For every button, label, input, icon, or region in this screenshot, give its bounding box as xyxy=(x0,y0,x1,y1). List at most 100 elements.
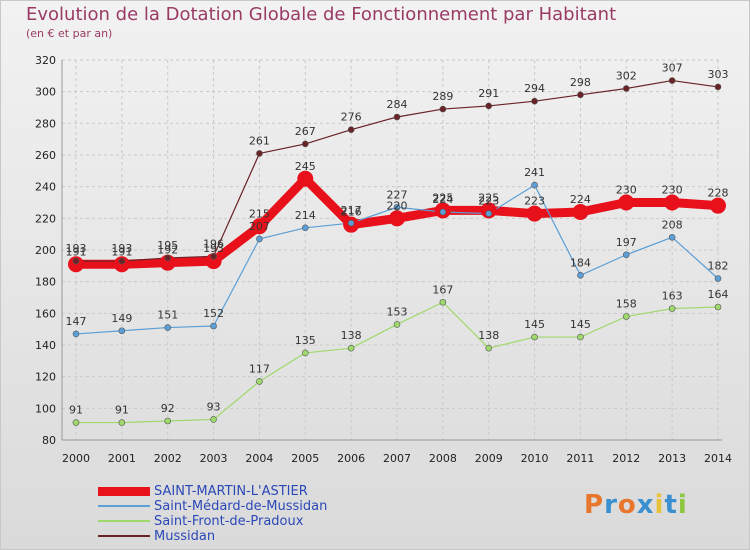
y-tick-label: 220 xyxy=(35,212,56,225)
data-label: 207 xyxy=(249,220,270,233)
y-tick-label: 280 xyxy=(35,117,56,130)
data-label: 149 xyxy=(111,312,132,325)
x-tick-label: 2014 xyxy=(704,452,732,465)
data-point xyxy=(256,235,263,243)
data-label: 193 xyxy=(111,242,132,255)
data-point xyxy=(531,97,538,105)
data-point xyxy=(347,126,355,133)
logo-letter: i xyxy=(654,490,665,520)
data-point xyxy=(577,333,584,341)
x-tick-label: 2013 xyxy=(658,452,686,465)
line-chart: 80 100 120 140 160 180 200 220 240 260 280 300 320 20… xyxy=(35,54,732,465)
data-point xyxy=(118,257,126,265)
data-point xyxy=(210,322,217,330)
data-point xyxy=(301,224,309,232)
legend-swatch xyxy=(98,520,150,522)
data-label: 224 xyxy=(432,193,453,206)
data-point xyxy=(714,83,722,91)
y-tick-label: 300 xyxy=(35,86,56,99)
data-label: 302 xyxy=(616,70,637,83)
data-label: 289 xyxy=(432,90,453,103)
data-label: 291 xyxy=(478,87,499,100)
data-point xyxy=(301,349,309,357)
x-tick-label: 2006 xyxy=(337,452,365,465)
data-label: 196 xyxy=(203,237,224,250)
x-tick-label: 2010 xyxy=(521,452,549,465)
data-label: 193 xyxy=(66,242,87,255)
data-label: 227 xyxy=(387,188,408,201)
data-label: 117 xyxy=(249,362,270,375)
data-label: 163 xyxy=(662,290,683,303)
data-point xyxy=(668,305,676,312)
data-point xyxy=(485,344,493,352)
data-label: 191 xyxy=(66,245,87,258)
logo-letter: P xyxy=(584,490,605,520)
data-label: 294 xyxy=(524,82,545,95)
data-point xyxy=(714,303,722,311)
x-tick-label: 2003 xyxy=(200,452,228,465)
data-label: 92 xyxy=(161,402,175,415)
chart-subtitle: (en € et par an) xyxy=(26,27,113,40)
proxiti-logo: Proxiti xyxy=(584,490,688,520)
data-label: 152 xyxy=(203,307,224,320)
data-point xyxy=(439,298,447,306)
y-tick-label: 120 xyxy=(35,371,56,384)
data-point xyxy=(205,253,222,270)
data-point xyxy=(668,77,676,84)
data-label: 197 xyxy=(616,236,637,249)
series-points xyxy=(68,77,726,426)
data-point xyxy=(210,416,217,423)
x-tick-label: 2002 xyxy=(154,452,182,465)
data-point xyxy=(393,113,401,121)
logo-letter: r xyxy=(604,490,618,520)
logo-letter: i xyxy=(677,490,688,520)
data-point xyxy=(531,333,538,341)
y-tick-label: 320 xyxy=(35,54,56,67)
data-point xyxy=(710,197,726,214)
legend-label: Saint-Front-de-Pradoux xyxy=(154,514,304,529)
data-label: 164 xyxy=(708,288,729,301)
x-tick-label: 2004 xyxy=(245,452,273,465)
data-point xyxy=(572,204,589,220)
data-point xyxy=(347,219,355,227)
data-point xyxy=(439,105,447,113)
data-point xyxy=(485,102,493,110)
data-label: 230 xyxy=(616,184,637,197)
data-point xyxy=(622,85,630,92)
legend-label: SAINT-MARTIN-L'ASTIER xyxy=(154,484,308,499)
data-point xyxy=(301,140,309,148)
x-tick-label: 2012 xyxy=(612,452,640,465)
data-point xyxy=(164,417,172,425)
data-label: 182 xyxy=(708,260,729,273)
data-point xyxy=(485,210,493,217)
data-label: 228 xyxy=(708,187,729,200)
data-label: 138 xyxy=(478,329,499,342)
tick-labels: 80 100 120 140 160 180 200 220 240 260 280 300 320 20… xyxy=(35,54,732,465)
data-label: 241 xyxy=(524,166,545,179)
data-label: 215 xyxy=(249,207,270,220)
data-point xyxy=(668,234,676,241)
x-tick-label: 2011 xyxy=(566,452,594,465)
data-label: 91 xyxy=(115,404,129,417)
logo-letter: t xyxy=(664,490,678,520)
data-point xyxy=(577,272,584,279)
data-label: 184 xyxy=(570,256,591,269)
legend-swatch xyxy=(98,535,150,537)
data-label: 91 xyxy=(69,404,83,417)
data-point xyxy=(714,275,722,282)
data-label: 307 xyxy=(662,62,683,75)
data-point xyxy=(622,313,630,320)
data-point xyxy=(118,327,126,335)
chart-title: Evolution de la Dotation Globale de Fonc… xyxy=(26,4,617,25)
data-label: 225 xyxy=(432,191,453,204)
data-point xyxy=(297,170,314,187)
data-label: 217 xyxy=(341,204,362,217)
x-tick-label: 2000 xyxy=(62,452,90,465)
data-label: 147 xyxy=(66,315,87,328)
data-point xyxy=(622,251,630,259)
data-label: 208 xyxy=(662,218,683,231)
y-tick-label: 180 xyxy=(35,276,56,289)
legend-swatch xyxy=(98,505,150,507)
data-point xyxy=(531,181,538,189)
